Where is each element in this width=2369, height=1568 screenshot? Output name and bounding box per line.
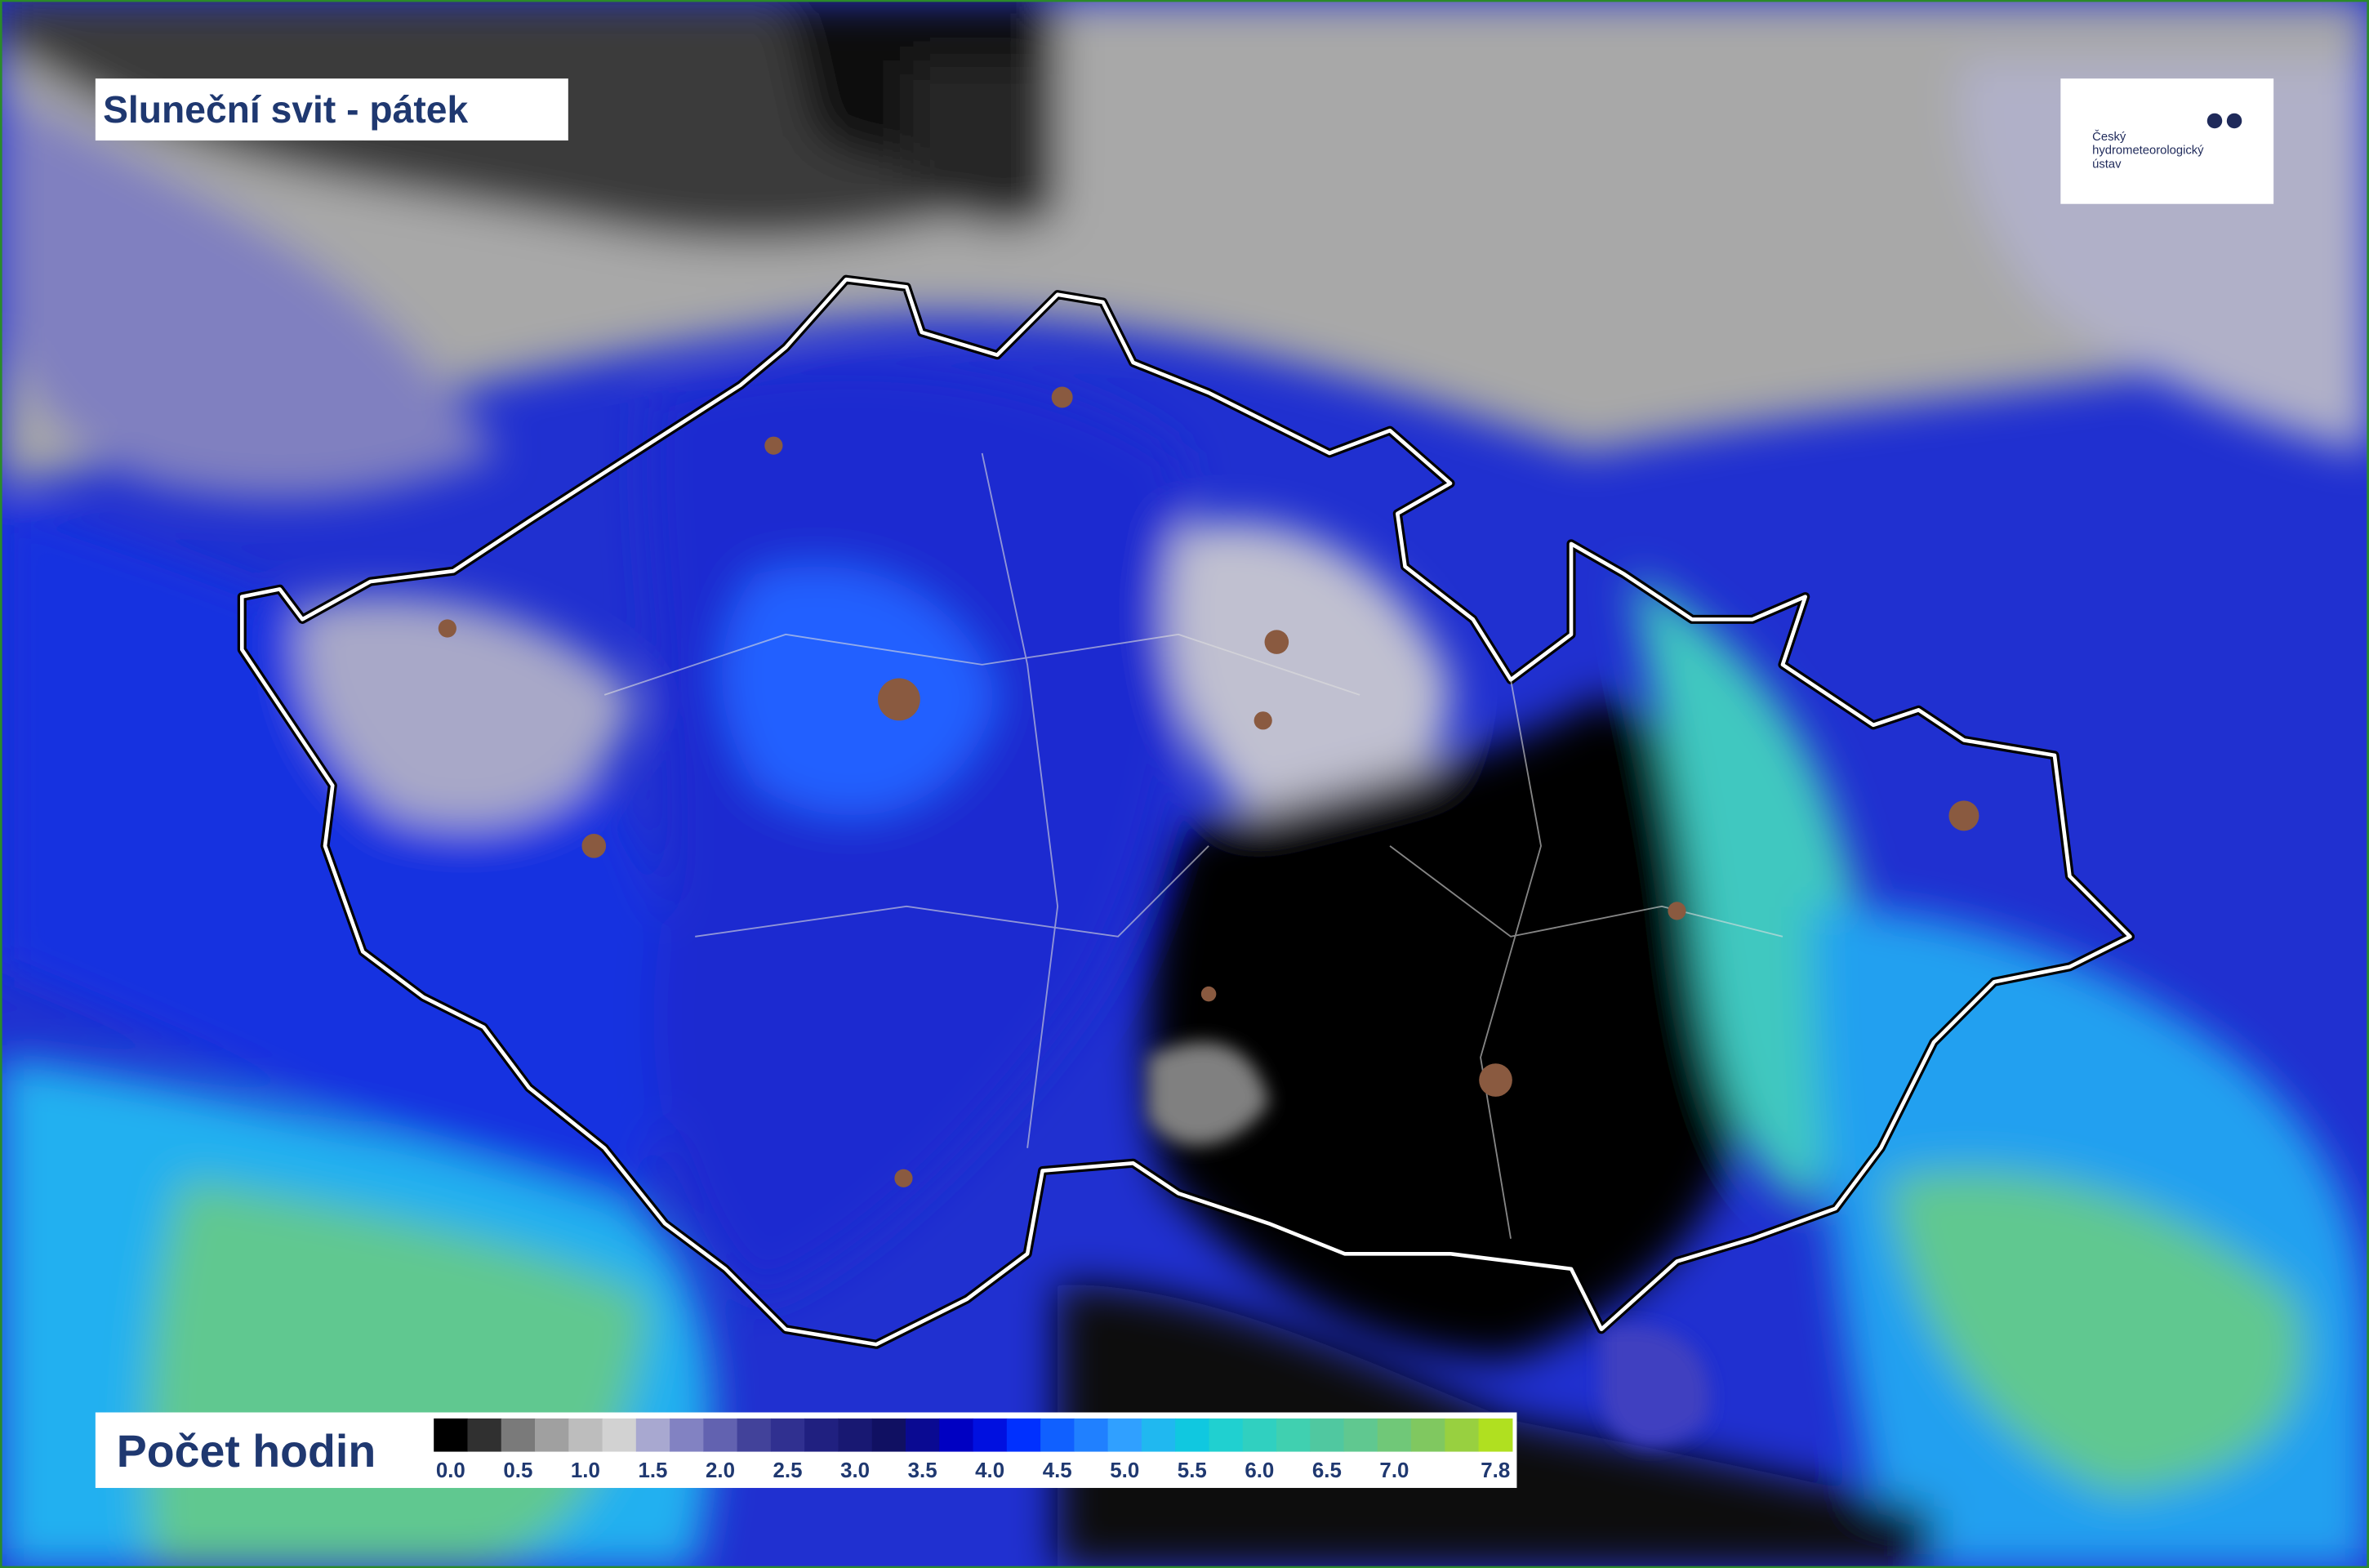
color-swatch bbox=[467, 1418, 502, 1452]
title: Sluneční svit - pátek bbox=[103, 88, 468, 131]
color-swatch bbox=[905, 1418, 940, 1452]
colorbar-label: 4.0 bbox=[975, 1459, 1004, 1482]
country-border-inner bbox=[239, 277, 2132, 1347]
color-swatch bbox=[1343, 1418, 1378, 1452]
color-swatch bbox=[602, 1418, 637, 1452]
color-swatch bbox=[1377, 1418, 1412, 1452]
color-swatch bbox=[1040, 1418, 1075, 1452]
colorbar-label: 5.5 bbox=[1178, 1459, 1207, 1482]
color-swatch bbox=[568, 1418, 603, 1452]
color-swatch bbox=[670, 1418, 704, 1452]
colorbar-label: 2.0 bbox=[706, 1459, 735, 1482]
color-swatch bbox=[434, 1418, 469, 1452]
colorbar-label: 0.0 bbox=[436, 1459, 465, 1482]
color-swatch bbox=[1276, 1418, 1311, 1452]
logo-box bbox=[2060, 78, 2274, 204]
color-swatch bbox=[804, 1418, 839, 1452]
colorbar-label: 2.5 bbox=[773, 1459, 803, 1482]
color-swatch bbox=[838, 1418, 873, 1452]
legend-title: Počet hodin bbox=[117, 1426, 376, 1477]
color-swatch bbox=[737, 1418, 772, 1452]
colorbar-label: 3.0 bbox=[840, 1459, 870, 1482]
color-swatch bbox=[871, 1418, 906, 1452]
colorbar-label: 1.0 bbox=[571, 1459, 600, 1482]
color-swatch bbox=[1175, 1418, 1209, 1452]
colorbar: 0.0 0.5 1.0 1.5 2.0 2.5 3.0 3.5 4.0 4.5 5.0 5.5 6.0 6… bbox=[434, 1418, 1513, 1482]
colorbar-label: 3.5 bbox=[908, 1459, 937, 1482]
color-swatch bbox=[1006, 1418, 1041, 1452]
color-swatch bbox=[635, 1418, 670, 1452]
color-swatch bbox=[1074, 1418, 1109, 1452]
title-box bbox=[95, 78, 568, 141]
colorbar-label: 6.5 bbox=[1312, 1459, 1342, 1482]
color-swatch bbox=[1242, 1418, 1277, 1452]
color-swatch bbox=[1478, 1418, 1513, 1452]
color-swatch bbox=[770, 1418, 805, 1452]
colorbar-label: 5.0 bbox=[1110, 1459, 1139, 1482]
cities bbox=[438, 386, 1979, 1187]
colorbar-label: 0.5 bbox=[503, 1459, 532, 1482]
logo-line: hydrometeorologický bbox=[2092, 145, 2204, 158]
color-swatch bbox=[1209, 1418, 1244, 1452]
color-swatch bbox=[973, 1418, 1008, 1452]
color-swatch bbox=[535, 1418, 569, 1452]
color-swatch bbox=[939, 1418, 974, 1452]
color-swatch bbox=[501, 1418, 536, 1452]
logo-mark bbox=[2193, 113, 2242, 129]
color-swatch bbox=[1411, 1418, 1445, 1452]
colorbar-label: 1.5 bbox=[638, 1459, 667, 1482]
colorbar-label: 4.5 bbox=[1043, 1459, 1072, 1482]
colorbar-label: 7.8 bbox=[1481, 1459, 1510, 1482]
logo-line: Český bbox=[2092, 130, 2126, 144]
color-swatch bbox=[1141, 1418, 1176, 1452]
color-swatch bbox=[1107, 1418, 1142, 1452]
region-borders bbox=[603, 452, 1783, 1239]
colorbar-label: 7.0 bbox=[1379, 1459, 1409, 1482]
color-swatch bbox=[1310, 1418, 1345, 1452]
colorbar-label: 6.0 bbox=[1245, 1459, 1274, 1482]
color-swatch bbox=[703, 1418, 738, 1452]
color-swatch bbox=[1445, 1418, 1480, 1452]
logo-line: ústav bbox=[2092, 158, 2122, 171]
